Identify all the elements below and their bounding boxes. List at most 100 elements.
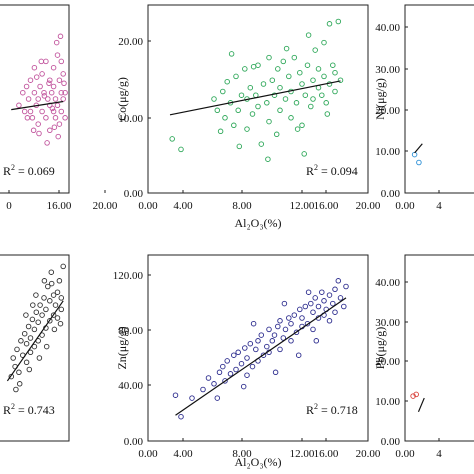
x-tick-label: 16.00 xyxy=(314,200,339,212)
y-tick-label: 30.00 xyxy=(375,64,400,76)
data-point xyxy=(37,302,43,308)
data-point xyxy=(341,303,347,310)
data-point xyxy=(33,74,40,80)
data-point xyxy=(58,89,65,96)
data-point xyxy=(41,93,48,99)
y-tick-label: 10.00 xyxy=(375,146,400,158)
data-point xyxy=(36,130,42,137)
data-point xyxy=(31,326,38,333)
data-point xyxy=(286,73,292,80)
data-point xyxy=(335,18,342,25)
data-point xyxy=(54,52,61,58)
y-tick-label: 0.00 xyxy=(381,188,401,200)
data-point xyxy=(52,115,59,121)
data-point xyxy=(214,395,221,401)
data-point xyxy=(343,283,349,290)
data-point xyxy=(231,352,237,358)
data-point xyxy=(319,289,325,295)
data-point xyxy=(50,312,57,318)
trend-line xyxy=(414,143,423,154)
data-point xyxy=(62,115,68,121)
data-point xyxy=(224,358,230,364)
y-tick-label: 10.00 xyxy=(118,113,143,125)
data-point xyxy=(222,378,228,384)
x-tick-label: 0 xyxy=(6,200,12,212)
data-point xyxy=(312,47,318,53)
data-point xyxy=(250,320,257,327)
data-point xyxy=(21,330,28,337)
data-point xyxy=(272,369,279,376)
data-point xyxy=(172,392,179,398)
x-tick-label: 8.00 xyxy=(232,448,252,460)
data-point xyxy=(244,372,250,378)
data-point xyxy=(277,84,283,91)
data-point xyxy=(51,326,58,333)
x-tick-label: 20.00 xyxy=(356,448,381,460)
data-point xyxy=(337,77,344,83)
trend-line xyxy=(11,100,64,111)
x-tick-label: 4.00 xyxy=(173,200,193,212)
data-point xyxy=(62,89,68,96)
data-point xyxy=(45,283,51,290)
r-squared-label: R2 = 0.094 xyxy=(306,163,358,178)
data-point xyxy=(332,309,338,315)
data-point xyxy=(43,306,49,313)
data-point xyxy=(217,128,224,135)
data-point xyxy=(249,111,256,117)
data-point xyxy=(31,89,38,96)
data-point xyxy=(61,80,67,87)
data-point xyxy=(35,121,41,127)
data-point xyxy=(189,395,195,401)
data-point xyxy=(266,54,272,61)
data-point xyxy=(36,355,43,361)
data-point xyxy=(216,369,223,376)
data-point xyxy=(337,295,344,301)
y-axis-title: Zn(μg/g) xyxy=(115,326,129,369)
data-point xyxy=(277,346,283,353)
y-tick-label: 20.00 xyxy=(118,36,143,48)
data-point xyxy=(41,89,47,96)
data-point xyxy=(255,103,261,110)
x-tick-label: 16.00 xyxy=(314,448,339,460)
data-point xyxy=(30,302,36,308)
plot-frame xyxy=(0,254,70,442)
x-tick-label: 16.00 xyxy=(47,200,72,212)
data-point xyxy=(247,340,254,347)
data-point xyxy=(326,21,333,27)
data-point xyxy=(238,92,245,98)
data-point xyxy=(48,269,55,275)
data-point xyxy=(297,69,303,76)
data-point xyxy=(310,309,316,315)
y-tick-label: 40.00 xyxy=(375,277,400,289)
data-point xyxy=(50,292,57,298)
y-tick-label: 80.00 xyxy=(118,325,143,337)
data-point xyxy=(45,96,51,102)
data-point xyxy=(35,319,41,325)
data-point xyxy=(335,278,342,284)
data-point xyxy=(413,391,419,398)
data-point xyxy=(242,66,248,72)
plot-frame xyxy=(0,4,70,194)
data-point xyxy=(308,103,314,110)
data-point xyxy=(20,89,26,96)
data-point xyxy=(295,352,302,358)
y-tick-label: 0.00 xyxy=(381,436,401,448)
data-point xyxy=(233,73,239,80)
data-point xyxy=(330,62,336,68)
data-point xyxy=(299,122,305,129)
data-point xyxy=(244,126,250,132)
data-point xyxy=(54,315,61,321)
data-point xyxy=(253,92,259,98)
data-point xyxy=(43,343,50,350)
data-point xyxy=(273,131,280,138)
r-squared-label: R2 = 0.718 xyxy=(306,402,358,417)
data-point xyxy=(56,278,63,284)
data-point xyxy=(321,73,327,80)
y-tick-label: 20.00 xyxy=(375,356,400,368)
data-point xyxy=(41,278,48,284)
data-point xyxy=(60,263,66,270)
data-point xyxy=(53,39,60,46)
data-point xyxy=(264,343,270,350)
plot-frame xyxy=(404,4,474,194)
